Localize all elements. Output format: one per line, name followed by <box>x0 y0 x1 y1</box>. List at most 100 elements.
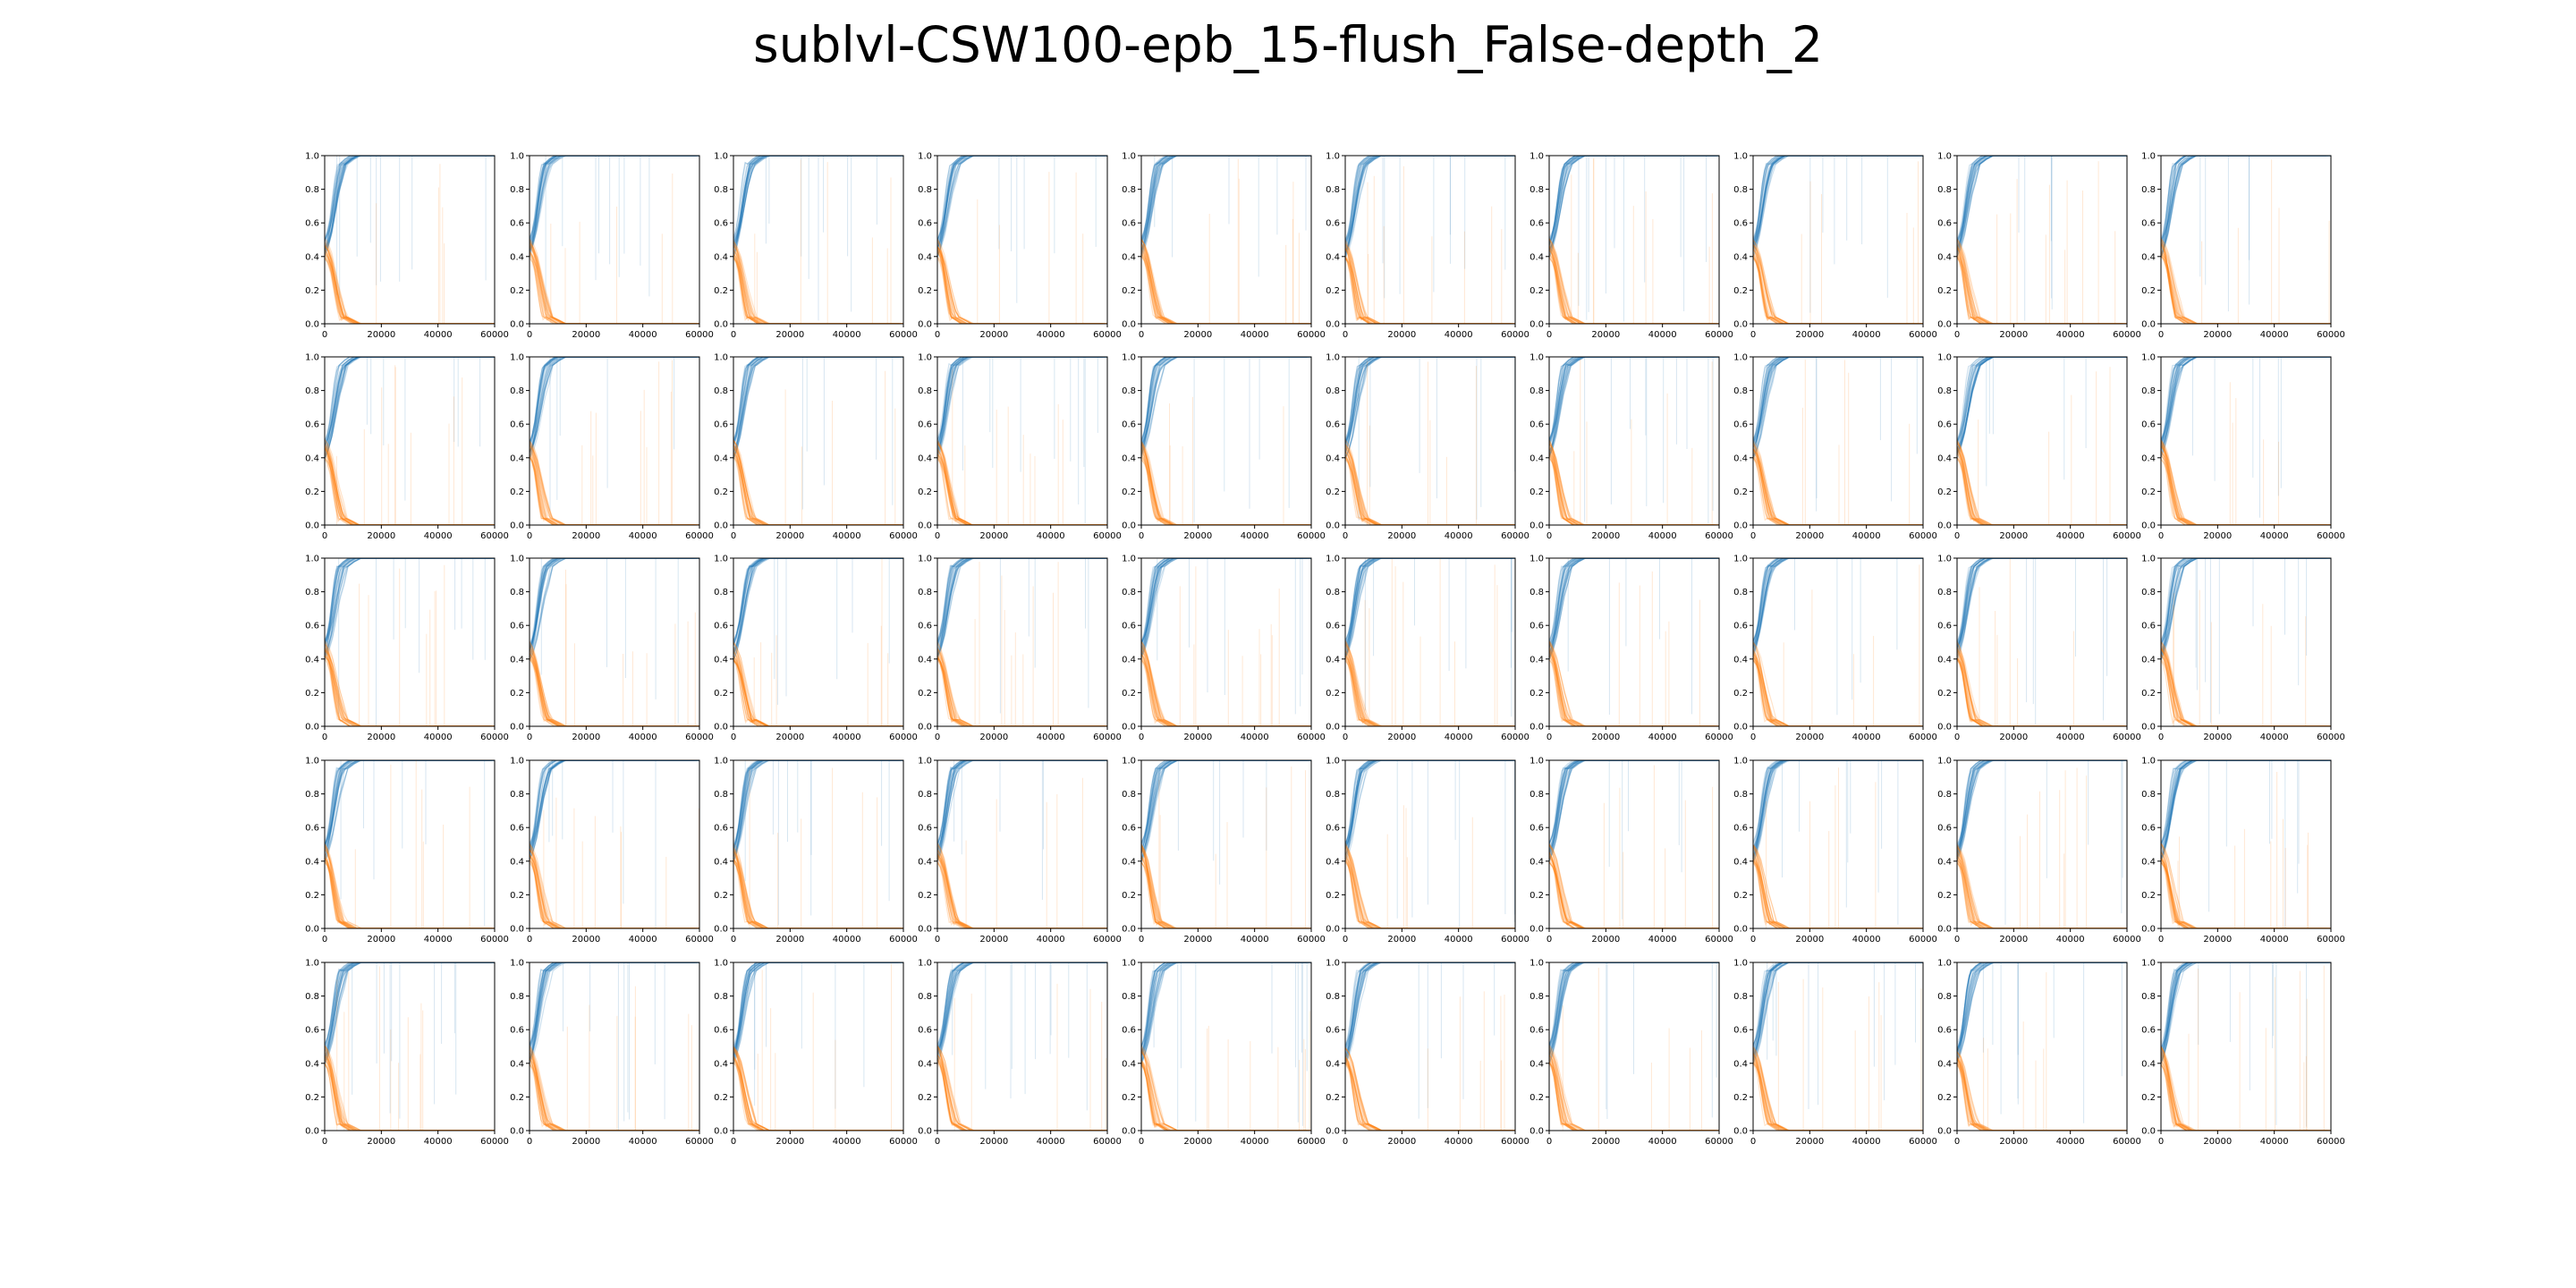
series-line-orange <box>530 254 699 324</box>
series-line-orange <box>1345 448 1515 525</box>
y-tick-label: 0.6 <box>1733 824 1748 834</box>
series-line-orange <box>2161 442 2331 525</box>
series-line-orange <box>1753 1053 1921 1131</box>
series-line-orange <box>1549 256 1719 324</box>
series-line-orange <box>1753 1057 1923 1131</box>
series-line-orange <box>325 243 495 324</box>
series-line-blue <box>2161 357 2330 452</box>
subplot-frame <box>1140 759 1312 929</box>
series-line-blue <box>733 156 899 239</box>
series-line-blue <box>733 357 901 448</box>
series-line-orange <box>733 658 903 726</box>
series-line-blue <box>325 962 495 1046</box>
series-line-blue <box>2161 156 2331 254</box>
series-line-orange <box>1753 852 1922 928</box>
series-line-blue <box>1753 558 1919 655</box>
series-line-blue <box>325 156 495 253</box>
series-line-blue <box>937 962 1107 1050</box>
series-line-blue <box>937 558 1107 657</box>
series-line-blue <box>937 962 1107 1063</box>
series-line-blue <box>937 156 1107 250</box>
subplot-frame <box>936 356 1108 526</box>
series-line-blue <box>1549 558 1719 660</box>
subplot-frame <box>324 557 496 727</box>
series-line-orange <box>937 448 1107 525</box>
series-line-orange <box>530 642 699 726</box>
series-line-blue <box>937 357 1107 452</box>
series-line-blue <box>2161 760 2329 860</box>
series-line-blue <box>530 156 699 252</box>
series-line-orange <box>325 442 495 525</box>
series-line-orange <box>937 844 1107 928</box>
series-line-blue <box>325 357 495 459</box>
series-line-blue <box>937 558 1107 657</box>
x-tick-label: 60000 <box>2317 935 2345 945</box>
series-line-blue <box>530 357 699 460</box>
series-line-blue <box>1753 357 1923 440</box>
y-tick-label: 0.2 <box>1733 689 1748 699</box>
series-line-blue <box>733 357 903 445</box>
subplot-36: 0.00.20.40.60.81.00 20000 40000 60000 <box>1326 757 1530 945</box>
x-tick-label: 60000 <box>2317 733 2345 742</box>
y-tick-label: 0.8 <box>2141 588 2156 597</box>
subplot-traces <box>2161 962 2331 1131</box>
series-line-orange <box>325 1064 495 1131</box>
series-line-orange <box>530 843 699 928</box>
series-line-blue <box>937 962 1106 1048</box>
series-line-blue <box>1141 962 1311 1061</box>
series-line-orange <box>1141 847 1307 928</box>
series-line-blue <box>530 558 699 661</box>
series-line-orange <box>1753 256 1923 324</box>
series-line-orange <box>937 648 1107 726</box>
subplot-frame <box>1956 155 2128 325</box>
series-line-blue <box>1753 357 1922 453</box>
series-line-blue <box>733 558 903 655</box>
series-line-blue <box>2161 156 2331 243</box>
series-line-orange <box>937 1059 1107 1131</box>
series-line-orange <box>325 450 495 525</box>
series-line-blue <box>2161 558 2331 645</box>
series-line-blue <box>1753 357 1919 442</box>
series-line-orange <box>1345 1054 1512 1131</box>
series-line-blue <box>1549 962 1719 1063</box>
series-line-orange <box>325 442 495 525</box>
series-line-blue <box>325 558 495 648</box>
series-line-blue <box>1345 558 1515 648</box>
series-line-orange <box>530 848 699 928</box>
series-line-blue <box>325 760 492 862</box>
series-line-blue <box>1957 962 2127 1056</box>
series-line-orange <box>1141 1046 1311 1131</box>
series-line-orange <box>1753 653 1923 726</box>
series-line-orange <box>325 446 495 525</box>
series-line-orange <box>1141 856 1311 928</box>
series-line-blue <box>1957 558 2127 654</box>
series-line-orange <box>2161 641 2331 726</box>
x-tick-label: 20000 <box>979 531 1008 541</box>
series-line-blue <box>1753 357 1923 448</box>
series-line-orange <box>2161 452 2331 525</box>
series-line-orange <box>937 853 1107 928</box>
y-tick-label: 1.0 <box>1122 353 1136 363</box>
y-tick-label: 0.2 <box>1530 689 1544 699</box>
series-line-orange <box>1957 1052 2126 1131</box>
series-line-orange <box>1549 641 1719 726</box>
series-line-blue <box>733 962 903 1061</box>
series-line-blue <box>1753 156 1921 251</box>
series-line-blue <box>1753 962 1923 1061</box>
y-tick-label: 0.2 <box>1733 487 1748 497</box>
series-line-blue <box>1141 558 1311 657</box>
series-line-orange <box>1753 654 1922 726</box>
series-line-orange <box>1549 862 1719 928</box>
series-line-blue <box>1957 962 2123 1057</box>
series-line-blue <box>530 760 697 856</box>
series-line-orange <box>1957 243 2127 324</box>
y-tick-label: 0.4 <box>2141 1059 2156 1069</box>
series-line-blue <box>1753 558 1923 650</box>
series-line-orange <box>1345 1056 1515 1131</box>
series-line-blue <box>530 156 696 256</box>
series-line-orange <box>733 257 899 324</box>
y-tick-label: 0.4 <box>1326 1059 1340 1069</box>
series-line-blue <box>325 962 495 1046</box>
series-line-blue <box>733 962 899 1052</box>
series-line-orange <box>325 856 492 928</box>
